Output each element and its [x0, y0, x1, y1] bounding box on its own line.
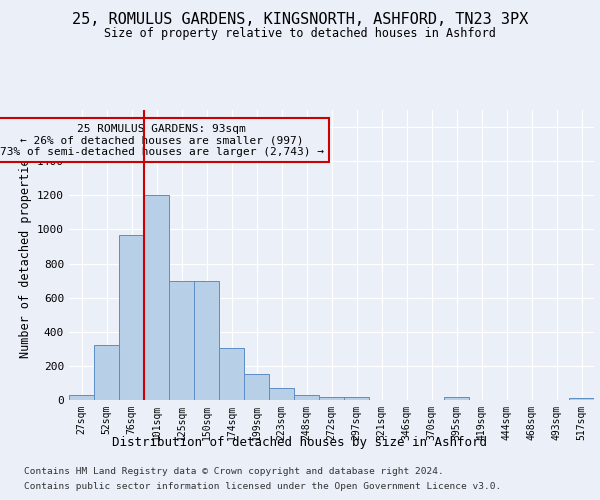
Bar — [169, 280, 194, 400]
Bar — [69, 395, 94, 400]
Bar — [444, 398, 469, 400]
Bar — [269, 388, 294, 400]
Bar — [219, 348, 244, 400]
Text: Size of property relative to detached houses in Ashford: Size of property relative to detached ho… — [104, 28, 496, 40]
Bar — [244, 374, 269, 400]
Text: Contains HM Land Registry data © Crown copyright and database right 2024.: Contains HM Land Registry data © Crown c… — [24, 467, 444, 476]
Bar — [344, 398, 369, 400]
Bar — [144, 196, 169, 400]
Bar — [569, 398, 594, 400]
Bar — [319, 396, 344, 400]
Bar — [194, 280, 219, 400]
Text: Distribution of detached houses by size in Ashford: Distribution of detached houses by size … — [113, 436, 487, 449]
Y-axis label: Number of detached properties: Number of detached properties — [19, 152, 32, 358]
Bar — [294, 395, 319, 400]
Bar — [94, 346, 119, 400]
Text: 25 ROMULUS GARDENS: 93sqm
← 26% of detached houses are smaller (997)
73% of semi: 25 ROMULUS GARDENS: 93sqm ← 26% of detac… — [0, 124, 323, 157]
Bar — [119, 234, 144, 400]
Text: 25, ROMULUS GARDENS, KINGSNORTH, ASHFORD, TN23 3PX: 25, ROMULUS GARDENS, KINGSNORTH, ASHFORD… — [72, 12, 528, 28]
Text: Contains public sector information licensed under the Open Government Licence v3: Contains public sector information licen… — [24, 482, 501, 491]
